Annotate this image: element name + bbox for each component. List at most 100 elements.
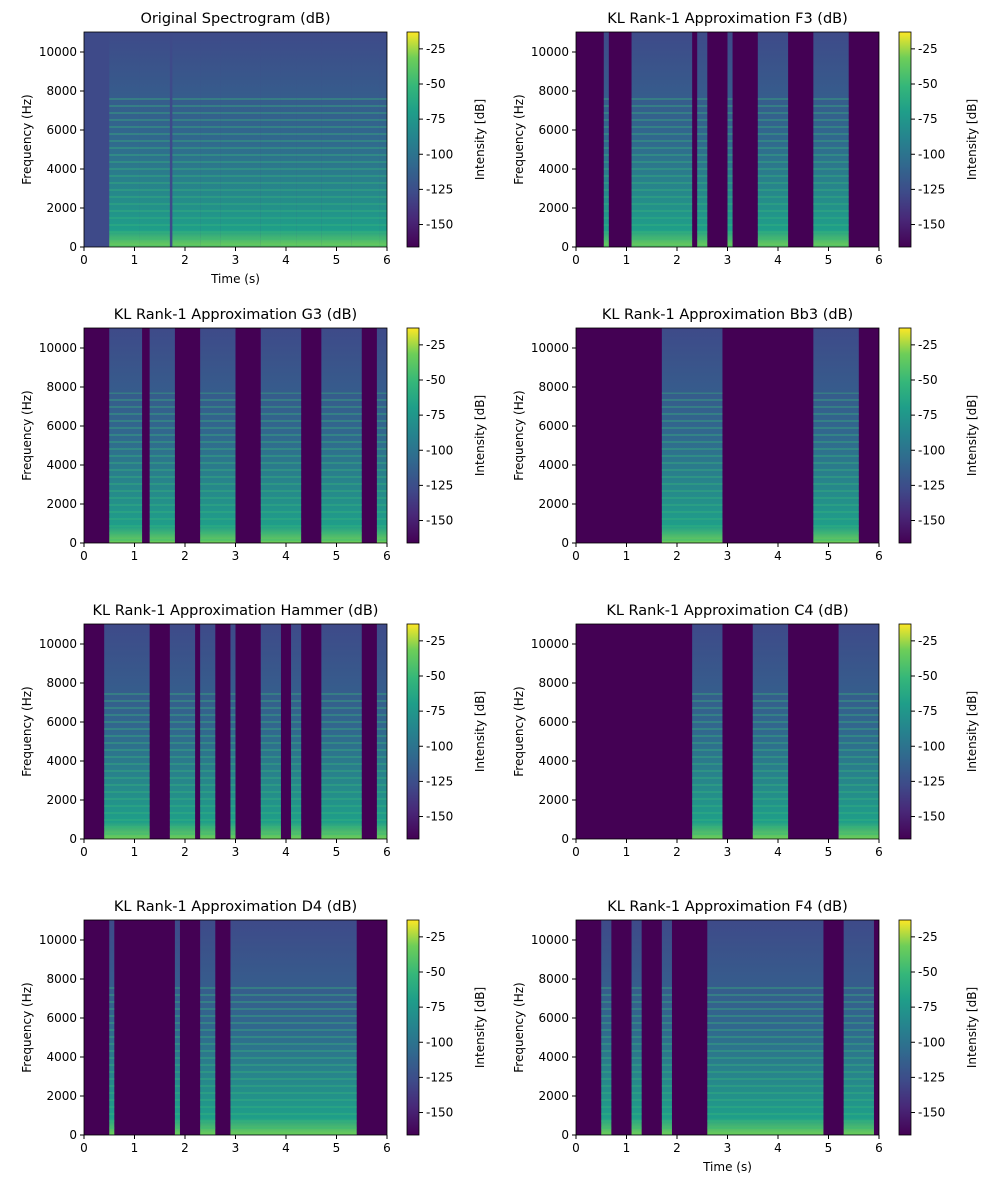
colorbar-tick-label: -75: [426, 112, 446, 126]
colorbar-tick-label: -25: [918, 634, 938, 648]
harmonics: [321, 96, 352, 247]
colorbar-tick-label: -100: [918, 443, 945, 457]
harmonics: [603, 96, 609, 247]
colorbar: [406, 31, 420, 248]
subplot-title: KL Rank-1 Approximation Bb3 (dB): [602, 307, 853, 323]
colorbar-tick-label: -50: [426, 373, 446, 387]
harmonics: [376, 392, 387, 543]
x-tick-label: 0: [572, 845, 580, 859]
y-tick-label: 6000: [46, 123, 77, 137]
x-tick-label: 3: [724, 549, 732, 563]
colorbar-tick-label: -25: [918, 42, 938, 56]
harmonics: [727, 96, 733, 247]
x-tick-label: 4: [282, 253, 290, 267]
x-tick-label: 4: [282, 845, 290, 859]
y-axis-label: Frequency (Hz): [512, 686, 526, 777]
colorbar-label: Intensity [dB]: [473, 987, 487, 1068]
harmonics: [321, 392, 362, 543]
y-tick-label: 6000: [538, 1011, 569, 1025]
harmonics: [260, 392, 302, 543]
colorbar-tick-label: -125: [918, 182, 945, 196]
y-tick-label: 2000: [538, 793, 569, 807]
colorbar-tick-label: -25: [426, 930, 446, 944]
colorbar-tick-label: -50: [918, 965, 938, 979]
harmonics: [235, 96, 261, 247]
harmonics: [631, 984, 642, 1135]
x-tick-label: 5: [825, 1141, 833, 1155]
colorbar: [898, 623, 912, 840]
harmonics: [169, 688, 196, 839]
harmonics: [296, 96, 322, 247]
subplot: 0 1 2 3 4 5 6 0 2000 4000 6000 8000 10000 KL Rank-1 A…: [20, 603, 487, 859]
harmonics: [172, 96, 201, 247]
subplot-title: Original Spectrogram (dB): [140, 11, 330, 27]
colorbar-tick-label: -125: [426, 1070, 453, 1084]
harmonics: [260, 688, 281, 839]
x-tick-label: 4: [774, 1141, 782, 1155]
colorbar-tick-label: -50: [918, 77, 938, 91]
colorbar-label: Intensity [dB]: [965, 99, 979, 180]
y-tick-label: 0: [561, 536, 569, 550]
x-tick-label: 3: [724, 253, 732, 267]
colorbar: [406, 919, 420, 1136]
harmonics: [351, 96, 380, 247]
colorbar-tick-label: -125: [426, 774, 453, 788]
colorbar-tick-label: -150: [918, 218, 945, 232]
subplot-title: KL Rank-1 Approximation Hammer (dB): [93, 603, 379, 619]
x-tick-label: 1: [131, 845, 139, 859]
colorbar-tick-label: -75: [918, 704, 938, 718]
harmonics: [379, 96, 387, 247]
y-tick-label: 0: [69, 1128, 77, 1142]
colorbar-label: Intensity [dB]: [473, 395, 487, 476]
colorbar-label: Intensity [dB]: [473, 691, 487, 772]
harmonics: [200, 688, 216, 839]
colorbar-label: Intensity [dB]: [965, 395, 979, 476]
x-tick-label: 3: [724, 845, 732, 859]
colorbar-label: Intensity [dB]: [965, 691, 979, 772]
y-tick-label: 2000: [46, 497, 77, 511]
colorbar-tick-label: -150: [426, 810, 453, 824]
subplot-title: KL Rank-1 Approximation C4 (dB): [606, 603, 848, 619]
colorbar-tick-label: -25: [918, 930, 938, 944]
x-tick-label: 1: [131, 1141, 139, 1155]
y-tick-label: 2000: [538, 497, 569, 511]
y-tick-label: 0: [561, 832, 569, 846]
x-tick-label: 3: [232, 845, 240, 859]
x-tick-label: 1: [623, 845, 631, 859]
harmonics: [843, 984, 874, 1135]
x-tick-label: 1: [623, 549, 631, 563]
y-tick-label: 0: [69, 536, 77, 550]
colorbar-tick-label: -50: [426, 77, 446, 91]
y-tick-label: 6000: [46, 419, 77, 433]
colorbar-tick-label: -25: [426, 42, 446, 56]
colorbar-tick-label: -100: [918, 739, 945, 753]
y-tick-label: 8000: [46, 84, 77, 98]
colorbar: [898, 327, 912, 544]
colorbar-tick-label: -150: [918, 514, 945, 528]
harmonics: [220, 96, 236, 247]
y-tick-label: 10000: [39, 933, 77, 947]
y-tick-label: 8000: [538, 380, 569, 394]
y-axis-label: Frequency (Hz): [20, 390, 34, 481]
colorbar-tick-label: -50: [426, 965, 446, 979]
x-tick-label: 2: [181, 549, 189, 563]
subplot: 0 1 2 3 4 5 6 0 2000 4000 6000 8000 10000 Original Sp…: [20, 11, 487, 286]
x-tick-label: 6: [383, 845, 391, 859]
x-tick-label: 6: [875, 549, 883, 563]
subplot: 0 1 2 3 4 5 6 0 2000 4000 6000 8000 10000 KL Rank-1 A…: [20, 307, 487, 563]
colorbar-tick-label: -100: [918, 1035, 945, 1049]
y-axis-label: Frequency (Hz): [20, 982, 34, 1073]
colorbar-tick-label: -50: [918, 669, 938, 683]
colorbar-tick-label: -50: [426, 669, 446, 683]
colorbar-tick-label: -100: [426, 443, 453, 457]
x-tick-label: 3: [232, 549, 240, 563]
y-tick-label: 0: [69, 832, 77, 846]
y-tick-label: 8000: [46, 380, 77, 394]
harmonics: [631, 96, 693, 247]
x-tick-label: 2: [181, 845, 189, 859]
x-tick-label: 1: [131, 253, 139, 267]
subplot-title: KL Rank-1 Approximation F4 (dB): [607, 899, 848, 915]
colorbar-tick-label: -150: [426, 514, 453, 528]
y-tick-label: 6000: [538, 715, 569, 729]
